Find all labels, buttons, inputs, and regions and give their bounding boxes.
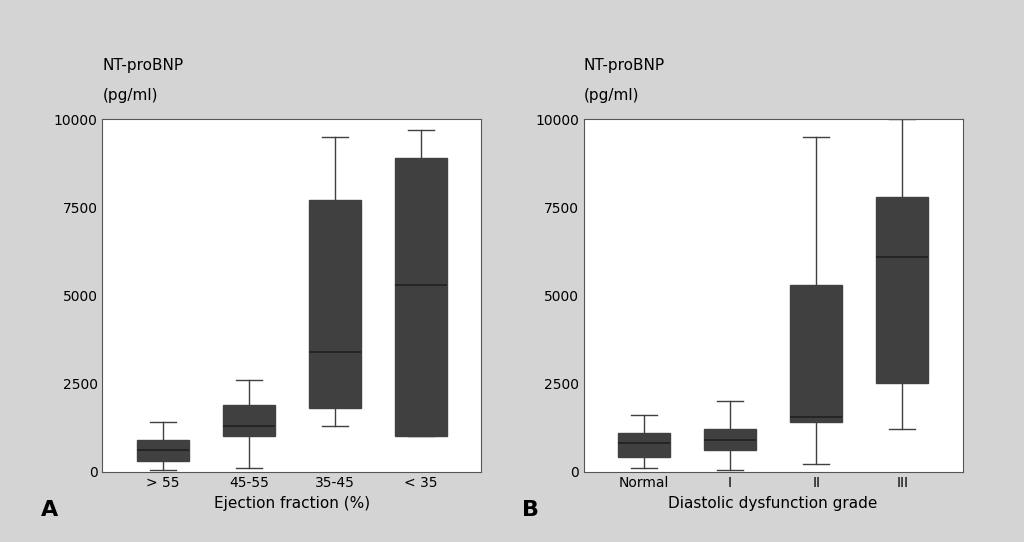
PathPatch shape xyxy=(618,433,670,457)
PathPatch shape xyxy=(223,404,274,436)
PathPatch shape xyxy=(705,429,756,450)
X-axis label: Ejection fraction (%): Ejection fraction (%) xyxy=(214,496,370,511)
PathPatch shape xyxy=(877,197,928,384)
Text: B: B xyxy=(522,500,540,520)
Text: (pg/ml): (pg/ml) xyxy=(584,88,639,103)
Text: (pg/ml): (pg/ml) xyxy=(102,88,158,103)
PathPatch shape xyxy=(791,285,842,422)
PathPatch shape xyxy=(395,158,446,436)
X-axis label: Diastolic dysfunction grade: Diastolic dysfunction grade xyxy=(669,496,878,511)
Text: NT-proBNP: NT-proBNP xyxy=(584,58,665,73)
Text: NT-proBNP: NT-proBNP xyxy=(102,58,183,73)
PathPatch shape xyxy=(309,201,360,408)
Text: A: A xyxy=(41,500,58,520)
PathPatch shape xyxy=(137,440,188,461)
